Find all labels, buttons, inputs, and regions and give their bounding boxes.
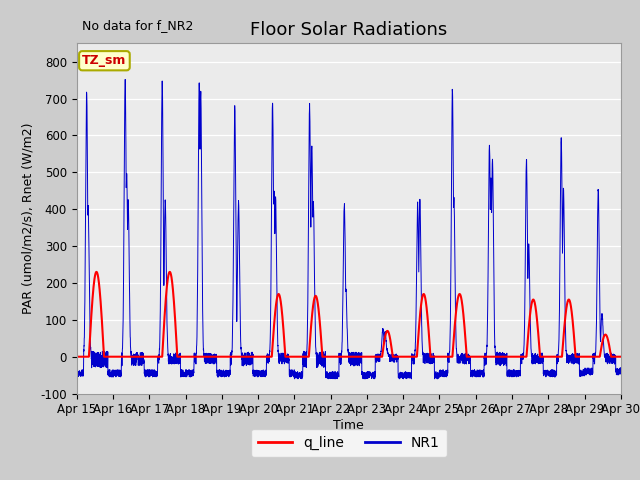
Text: No data for f_NR2: No data for f_NR2: [82, 19, 194, 32]
X-axis label: Time: Time: [333, 419, 364, 432]
NR1: [617, 370, 625, 375]
q_line: [471, 354, 479, 360]
q_line: [93, 269, 100, 275]
q_line: [502, 354, 509, 360]
NR1: [171, 354, 179, 360]
NR1: [616, 365, 624, 371]
q_line: [617, 354, 625, 360]
Line: NR1: NR1: [77, 80, 621, 379]
q_line: [616, 354, 624, 360]
q_line: [171, 310, 179, 315]
NR1: [122, 77, 129, 83]
q_line: [441, 354, 449, 360]
q_line: [329, 354, 337, 360]
NR1: [471, 372, 479, 378]
q_line: [73, 354, 81, 360]
Line: q_line: q_line: [77, 272, 621, 357]
NR1: [441, 369, 449, 375]
NR1: [73, 369, 81, 375]
Text: TZ_sm: TZ_sm: [82, 54, 127, 67]
Legend: q_line, NR1: q_line, NR1: [251, 429, 447, 457]
NR1: [502, 355, 509, 360]
NR1: [329, 374, 337, 380]
Title: Floor Solar Radiations: Floor Solar Radiations: [250, 21, 447, 39]
NR1: [408, 376, 415, 382]
Y-axis label: PAR (umol/m2/s), Rnet (W/m2): PAR (umol/m2/s), Rnet (W/m2): [22, 123, 35, 314]
